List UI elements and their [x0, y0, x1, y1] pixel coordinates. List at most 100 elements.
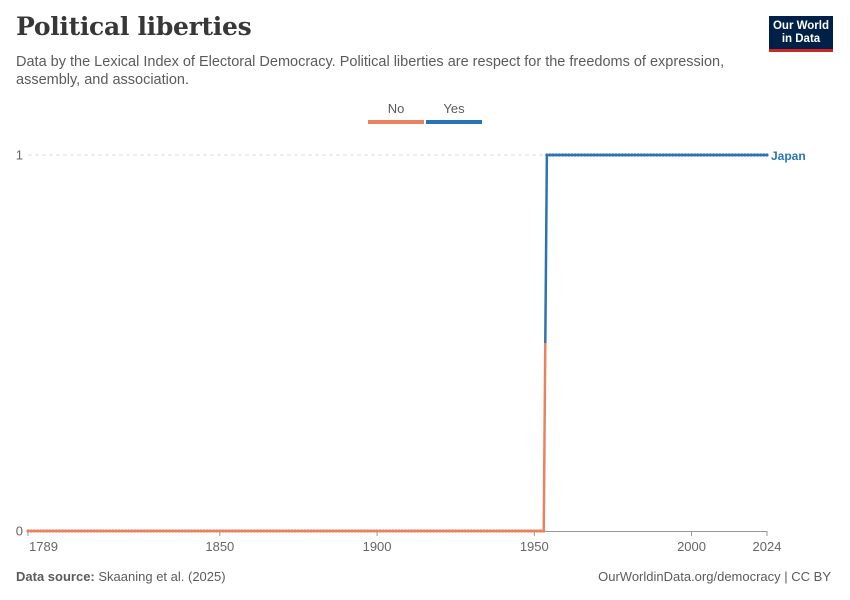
- data-point: [488, 529, 492, 533]
- data-point: [199, 529, 203, 533]
- data-point: [674, 153, 678, 157]
- data-point: [560, 153, 565, 157]
- data-point: [677, 153, 681, 157]
- data-point: [35, 529, 40, 533]
- data-point: [312, 529, 316, 533]
- x-tick-label: 1789: [29, 539, 58, 554]
- data-point: [394, 529, 398, 533]
- chart-subtitle: Data by the Lexical Index of Electoral D…: [16, 54, 725, 88]
- data-point: [683, 153, 687, 157]
- data-point: [255, 529, 260, 533]
- license-link[interactable]: OurWorldinData.org/democracy | CC BY: [598, 569, 831, 584]
- data-point: [45, 529, 49, 533]
- data-point: [711, 153, 716, 157]
- data-point: [614, 153, 618, 157]
- data-point: [466, 529, 470, 533]
- data-point: [652, 153, 656, 157]
- data-point: [649, 153, 653, 157]
- data-point: [183, 529, 187, 533]
- data-point: [620, 153, 624, 157]
- data-point: [520, 529, 524, 533]
- data-point: [252, 529, 257, 533]
- data-point: [277, 529, 282, 533]
- data-point: [601, 153, 606, 157]
- data-point: [136, 529, 140, 533]
- data-point: [89, 529, 93, 533]
- data-point: [378, 529, 382, 533]
- y-tick-label: 1: [16, 148, 23, 163]
- data-point: [532, 529, 536, 533]
- data-point: [755, 153, 760, 157]
- data-point: [303, 529, 307, 533]
- data-point: [608, 153, 612, 157]
- data-point: [658, 153, 662, 157]
- data-point: [369, 529, 373, 533]
- data-point: [699, 153, 703, 157]
- data-point: [686, 153, 690, 157]
- data-point: [114, 529, 118, 533]
- owid-logo[interactable]: Our World in Data: [769, 16, 833, 52]
- data-point: [655, 153, 659, 157]
- data-point: [516, 529, 521, 533]
- data-point: [535, 529, 540, 533]
- data-point: [485, 529, 489, 533]
- data-point: [334, 529, 338, 533]
- data-point: [752, 153, 757, 157]
- data-point: [95, 529, 99, 533]
- data-point: [359, 529, 363, 533]
- data-point: [388, 529, 392, 533]
- data-point: [548, 153, 552, 157]
- data-point: [164, 529, 168, 533]
- data-point: [705, 153, 709, 157]
- data-point: [413, 529, 417, 533]
- series-layer: [26, 153, 769, 533]
- data-point: [391, 529, 395, 533]
- data-point: [573, 153, 577, 157]
- data-point: [130, 529, 134, 533]
- data-point: [133, 529, 137, 533]
- data-point: [57, 529, 62, 533]
- data-point: [730, 153, 735, 157]
- data-point: [718, 153, 722, 157]
- chart-title: Political liberties: [16, 12, 252, 41]
- data-point: [375, 529, 379, 533]
- data-point: [595, 153, 599, 157]
- data-point: [221, 529, 225, 533]
- data-point: [693, 153, 697, 157]
- data-point: [623, 153, 628, 157]
- legend-label-yes: Yes: [443, 101, 465, 116]
- data-point: [83, 529, 87, 533]
- data-point: [397, 529, 401, 533]
- data-point: [249, 529, 253, 533]
- data-point: [746, 153, 750, 157]
- data-source-text: Skaaning et al. (2025): [98, 569, 226, 584]
- data-point: [328, 529, 332, 533]
- data-source: Data source: Skaaning et al. (2025): [16, 569, 226, 584]
- data-point: [510, 529, 514, 533]
- data-point: [149, 529, 153, 533]
- data-point: [737, 153, 741, 157]
- data-point: [38, 529, 43, 533]
- data-point: [627, 153, 631, 157]
- data-point: [177, 529, 181, 533]
- data-point: [740, 153, 744, 157]
- legend-swatch-yes: [426, 120, 482, 124]
- data-point: [167, 529, 172, 533]
- data-point: [667, 153, 672, 157]
- data-point: [155, 529, 159, 533]
- data-point: [721, 153, 725, 157]
- data-point: [268, 529, 272, 533]
- x-tick-label: 1850: [205, 539, 234, 554]
- data-point: [51, 529, 55, 533]
- data-point: [381, 529, 385, 533]
- data-point: [564, 153, 568, 157]
- data-point: [400, 529, 404, 533]
- data-point: [504, 529, 508, 533]
- data-point: [526, 529, 530, 533]
- data-point: [218, 529, 222, 533]
- data-point: [567, 153, 571, 157]
- data-point: [262, 529, 266, 533]
- data-point: [127, 529, 131, 533]
- data-point: [284, 529, 288, 533]
